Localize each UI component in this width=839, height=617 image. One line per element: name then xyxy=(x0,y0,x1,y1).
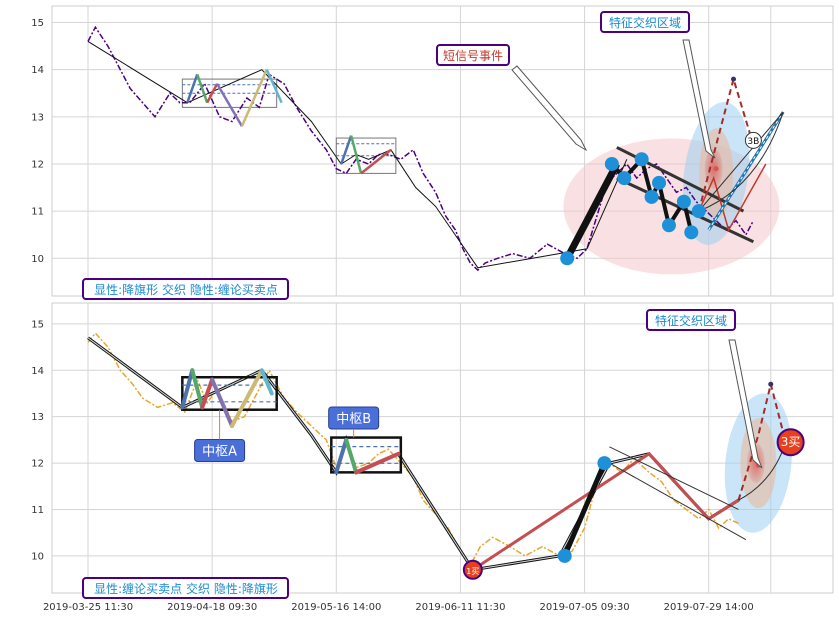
top-bi-segment xyxy=(360,148,392,175)
bottom-region-callout: 特征交织区域 xyxy=(646,309,736,331)
top-bi-segment xyxy=(240,69,268,127)
top-flag-point xyxy=(684,225,699,240)
bottom-x-ticks: 2019-03-25 11:30 2019-04-18 09:30 2019-05-… xyxy=(43,602,754,613)
top-legend: 显性:降旗形 交织 隐性:缠论买卖点 xyxy=(82,278,289,300)
bottom-buy-badge xyxy=(776,428,805,457)
bottom-bi-segment xyxy=(344,437,359,475)
top-bi-segment xyxy=(349,135,363,174)
bottom-bi-segment xyxy=(707,498,740,521)
bottom-y-tick-label: 15 xyxy=(31,319,44,330)
top-buy-badge-label: 3B xyxy=(747,137,759,147)
top-region-callout-text: 特征交织区域 xyxy=(609,15,681,30)
top-event-callout: 短信号事件 xyxy=(436,44,510,66)
top-y-tick-label: 11 xyxy=(31,207,44,218)
top-y-tick-label: 12 xyxy=(31,159,44,170)
top-forecast-blue-dash xyxy=(708,111,784,231)
bottom-bi-segment xyxy=(230,368,264,428)
top-flag-point xyxy=(652,175,667,190)
top-region-dot xyxy=(713,166,719,172)
bottom-bi-segment xyxy=(210,377,234,428)
top-trend-line xyxy=(87,40,628,269)
bottom-x-tick-label: 2019-04-18 09:30 xyxy=(167,602,257,613)
top-panel: 3B xyxy=(87,25,785,275)
bottom-bi-point xyxy=(597,456,612,471)
top-forecast-dash xyxy=(697,75,755,212)
top-bi-segment xyxy=(340,135,353,165)
top-bi-segment xyxy=(206,83,219,104)
bottom-y-tick-label: 13 xyxy=(31,412,44,423)
top-flag-point xyxy=(676,194,691,209)
top-forecast-curve xyxy=(698,111,784,212)
top-bi-segment xyxy=(196,73,209,104)
bottom-x-tick-label: 2019-07-05 09:30 xyxy=(539,602,629,613)
bottom-bi-segment xyxy=(354,451,401,475)
top-flagpole xyxy=(564,162,620,260)
bottom-zhongshu-box xyxy=(181,375,278,411)
bottom-bi-segment xyxy=(471,452,651,572)
bottom-panel-frame xyxy=(51,302,834,594)
top-forecast-red xyxy=(698,163,767,232)
bottom-bi-segment xyxy=(180,368,195,410)
bottom-x-tick-label: 2019-03-25 11:30 xyxy=(43,602,133,613)
bottom-region-arrow xyxy=(728,339,763,469)
bottom-y-tick-label: 14 xyxy=(31,366,44,377)
top-legend-text: 显性:降旗形 交织 隐性:缠论买卖点 xyxy=(94,282,278,297)
bottom-bi-segment xyxy=(647,452,711,521)
bottom-y-tick-label: 11 xyxy=(31,505,44,516)
bottom-bi-segment xyxy=(200,377,215,410)
top-flag-point xyxy=(661,218,676,233)
bottom-x-tick-label: 2019-07-29 14:00 xyxy=(664,602,754,613)
top-bi-segment xyxy=(216,83,244,127)
bottom-zhongshu-b-label: 中枢B xyxy=(336,412,371,427)
top-forecast-line xyxy=(698,111,784,212)
top-y-tick-label: 13 xyxy=(31,112,44,123)
bottom-zhongshu-box xyxy=(330,436,403,474)
top-flag-point xyxy=(644,189,659,204)
bottom-region-callout-text: 特征交织区域 xyxy=(655,313,727,328)
bottom-buy-badge-label: 3买 xyxy=(781,435,801,449)
top-flag-point xyxy=(604,156,619,171)
bottom-bi-segment xyxy=(259,368,274,396)
top-bi-segment xyxy=(265,69,283,104)
top-flag-point xyxy=(634,152,649,167)
bottom-x-tick-label: 2019-05-16 14:00 xyxy=(291,602,381,613)
top-flag-point xyxy=(617,171,632,186)
bottom-forecast-peak xyxy=(768,381,774,387)
top-y-tick-label: 10 xyxy=(31,254,44,265)
bottom-y-tick-label: 12 xyxy=(31,459,44,470)
top-forecast-peak xyxy=(731,76,737,82)
top-y-tick-label: 15 xyxy=(31,18,44,29)
bottom-x-tick-label: 2019-06-11 11:30 xyxy=(415,602,505,613)
top-flag-point xyxy=(560,251,575,266)
top-y-tick-label: 14 xyxy=(31,65,44,76)
bottom-zhongshu-a-label: 中枢A xyxy=(202,444,237,459)
top-event-callout-text: 短信号事件 xyxy=(443,49,503,63)
top-flag-point xyxy=(691,204,706,219)
bottom-channel-upper xyxy=(609,446,739,510)
bottom-bi-segment xyxy=(334,437,349,475)
top-bi-segment xyxy=(186,73,199,104)
bottom-bi-segment xyxy=(190,368,205,410)
bottom-forecast-dash xyxy=(737,383,787,501)
bottom-buy-badge-label: 1买 xyxy=(466,567,479,576)
bottom-y-tick-label: 10 xyxy=(31,551,44,562)
bottom-bi-point xyxy=(557,548,572,563)
bottom-legend: 显性:缠论买卖点 交织 隐性:降旗形 xyxy=(82,577,289,599)
top-buy-badge xyxy=(744,131,762,149)
bottom-buy-badge xyxy=(462,559,483,580)
top-region-callout: 特征交织区域 xyxy=(600,11,690,33)
bottom-legend-text: 显性:缠论买卖点 交织 隐性:降旗形 xyxy=(94,581,278,596)
top-event-arrow xyxy=(511,65,588,152)
bottom-panel: 中枢A 中枢B 1买 3买 xyxy=(87,332,805,580)
bottom-channel-lower xyxy=(609,462,747,541)
top-region-arrow xyxy=(682,39,716,159)
bottom-thick-bi xyxy=(562,462,607,557)
